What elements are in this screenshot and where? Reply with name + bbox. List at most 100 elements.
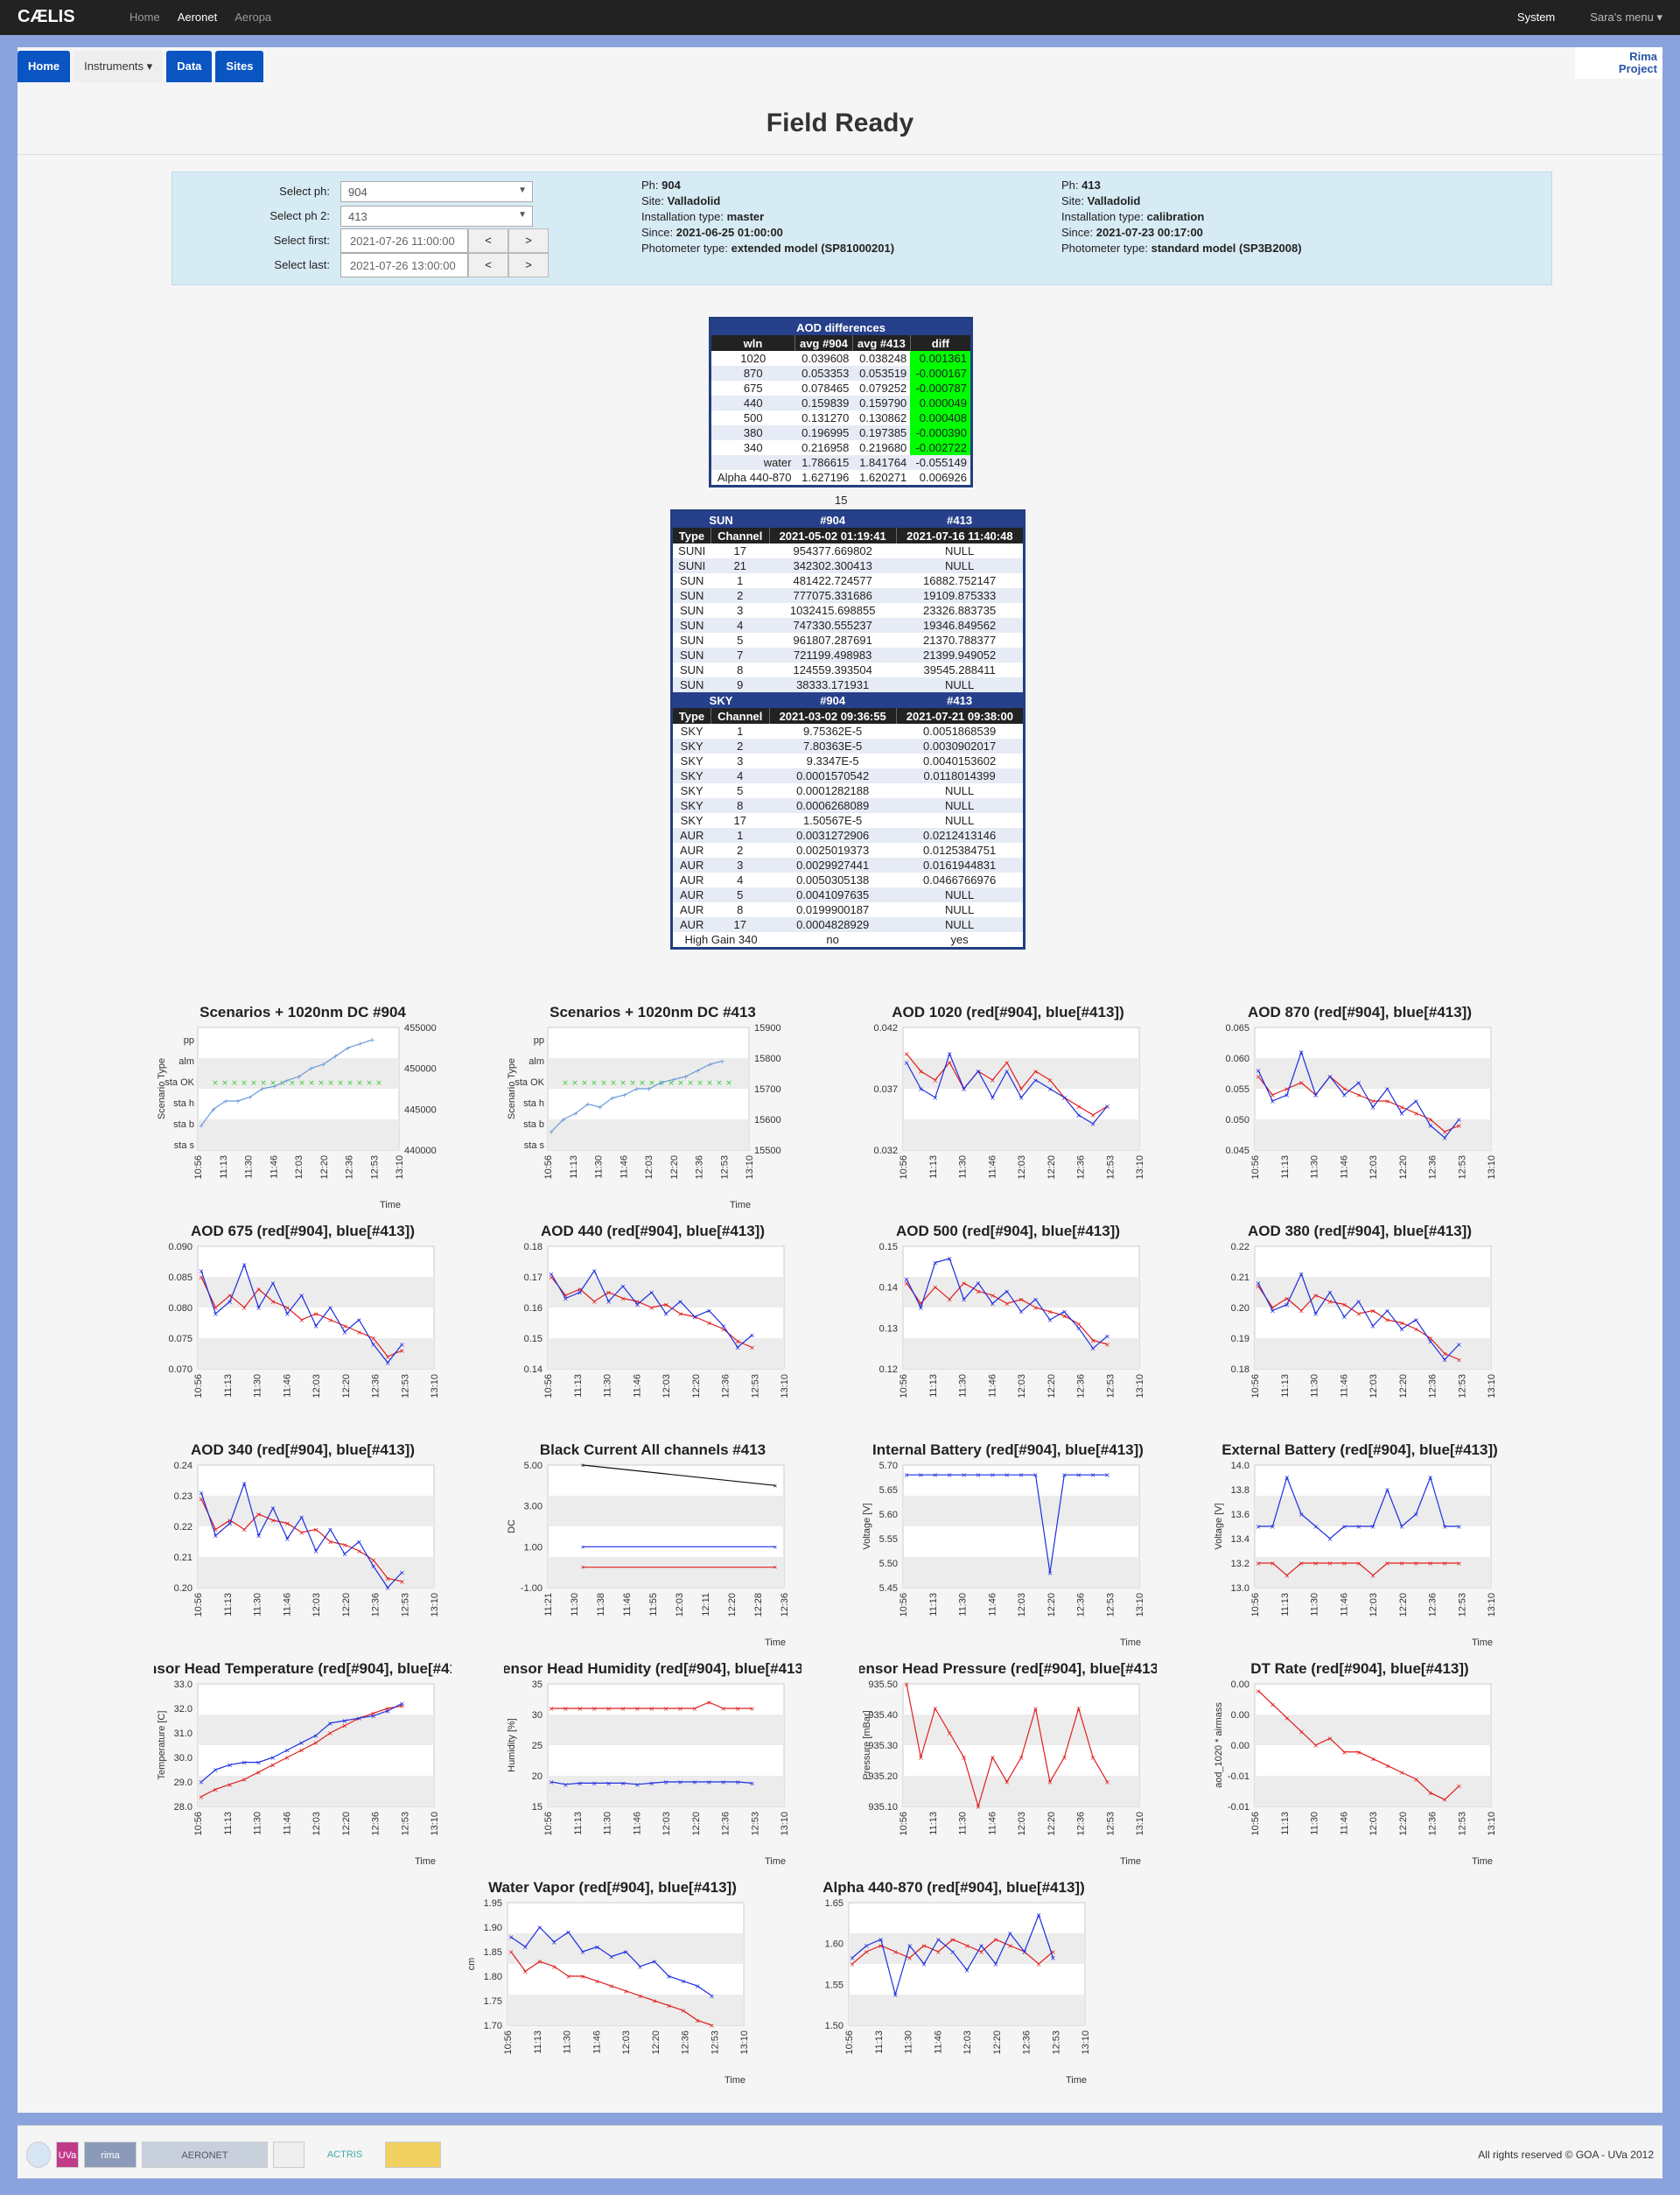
sky-cell: 0.0029927441 xyxy=(769,858,897,873)
blue-series-point: × xyxy=(677,1778,683,1786)
red-series-point: × xyxy=(563,1292,569,1300)
blue-series-point: × xyxy=(385,1708,391,1715)
select-last-input[interactable]: 2021-07-26 13:00:00 xyxy=(340,253,468,277)
actris-logo: ACTRIS xyxy=(326,2149,363,2160)
chart-svg: Black Current All channels #413 11:21 11:3… xyxy=(507,1441,790,1648)
red-series-point: × xyxy=(921,1942,928,1950)
sky-cell: SKY xyxy=(680,814,704,827)
chart-16: Water Vapor (red[#904], blue[#413]) 10:56… xyxy=(464,1876,761,2086)
blue-series-point: × xyxy=(749,1332,755,1340)
top-navbar: CÆLIS Home Aeronet Aeropa System Sara's … xyxy=(0,0,1680,35)
red-series-point: × xyxy=(592,1705,598,1713)
x-tick-label: 13:10 xyxy=(1487,1374,1497,1399)
plot-band xyxy=(198,1496,434,1526)
sky-cell: 0.0041097635 xyxy=(769,887,897,902)
tab-instruments[interactable]: Instruments ▾ xyxy=(74,51,164,82)
blue-series-point: × xyxy=(735,1344,741,1352)
last-prev-button[interactable]: < xyxy=(468,253,508,277)
x-tick-label: 12:20 xyxy=(1398,1593,1409,1617)
sky-cell: 9.75362E-5 xyxy=(803,725,863,738)
sky-cell: AUR xyxy=(679,873,704,887)
first-next-button[interactable]: > xyxy=(508,228,549,253)
nav-system[interactable]: System xyxy=(1516,11,1556,24)
red-series-point: × xyxy=(227,1517,233,1525)
blue-series-point: × xyxy=(563,1781,569,1789)
red-series-point: × xyxy=(1004,1059,1010,1067)
scenario-marker: × xyxy=(289,1079,296,1088)
blue-series-point: × xyxy=(976,1471,982,1479)
scenario-marker: × xyxy=(620,1079,626,1088)
sun-cell: NULL xyxy=(944,544,975,558)
ph2-info: Ph: 413 Site: Valladolid Installation ty… xyxy=(1061,178,1302,256)
red-series-point: × xyxy=(284,1520,290,1528)
aod-cell: -0.000390 xyxy=(910,425,972,440)
chart-13: Sensor Head Humidity (red[#904], blue[#4… xyxy=(504,1658,802,1868)
blue-series-point: × xyxy=(623,1948,629,1956)
chart-title: External Battery (red[#904], blue[#413]) xyxy=(1222,1441,1498,1458)
dc-point: + xyxy=(369,1036,375,1044)
red-series-point: × xyxy=(1007,1942,1013,1950)
scenario-marker: × xyxy=(639,1079,646,1088)
blue-series-line xyxy=(1257,1272,1460,1361)
blue-series-point: × xyxy=(1442,1134,1448,1142)
aod-cell: 1.627196 xyxy=(802,471,850,484)
sky-cell: AUR xyxy=(679,903,704,916)
ph2-since: 2021-07-23 00:17:00 xyxy=(1096,226,1203,239)
blue-series-point: × xyxy=(1413,1098,1419,1105)
nav-aeropa[interactable]: Aeropa xyxy=(234,11,272,24)
goa-logo xyxy=(26,2142,51,2168)
scenario-marker: × xyxy=(250,1079,257,1088)
x-tick-label: 11:30 xyxy=(603,1812,613,1835)
blue-series-point: × xyxy=(1399,1326,1405,1334)
chart-17: Alpha 440-870 (red[#904], blue[#413]) 10:… xyxy=(805,1876,1102,2086)
red-series-point: × xyxy=(680,2007,686,2015)
blue-series-point: × xyxy=(692,1314,698,1322)
blue-series-point: × xyxy=(213,1766,219,1774)
blue-series-point: × xyxy=(370,1341,376,1349)
dc-point: + xyxy=(248,1093,254,1101)
blue-series-point: × xyxy=(961,1085,967,1093)
select-ph-dropdown[interactable]: 904 ▼ xyxy=(340,181,533,202)
plot-band xyxy=(903,1119,1139,1150)
select-ph-value: 904 xyxy=(348,186,368,199)
sun-cell: 21 xyxy=(710,558,770,573)
red-series-point: × xyxy=(1284,1085,1290,1093)
y-tick-label: 935.30 xyxy=(868,1741,898,1751)
sun-cell: 9 xyxy=(710,677,770,692)
tab-home[interactable]: Home xyxy=(18,51,71,82)
chart-title: DT Rate (red[#904], blue[#413]) xyxy=(1250,1660,1468,1677)
nav-home[interactable]: Home xyxy=(130,11,160,24)
aod-cell: water xyxy=(710,455,795,470)
blue-series-point: × xyxy=(692,1778,698,1786)
blue-series-point: × xyxy=(549,1778,555,1786)
caelis-logo[interactable]: CÆLIS xyxy=(18,7,75,26)
tab-sites[interactable]: Sites xyxy=(215,51,264,82)
x-tick-label: 12:03 xyxy=(294,1155,304,1180)
select-first-input[interactable]: 2021-07-26 11:00:00 xyxy=(340,228,468,253)
chart-svg: DT Rate (red[#904], blue[#413]) 10:56 11:1… xyxy=(1214,1660,1497,1867)
select-ph2-dropdown[interactable]: 413 ▼ xyxy=(340,206,533,227)
y-tick-label: 0.00 xyxy=(1231,1741,1250,1751)
tab-data[interactable]: Data xyxy=(166,51,213,82)
nav-user-menu[interactable]: Sara's menu ▾ xyxy=(1590,11,1662,25)
blue-series-point: × xyxy=(580,1948,586,1956)
last-next-button[interactable]: > xyxy=(508,253,549,277)
dc-point: + xyxy=(284,1077,290,1085)
sky-row: AUR 8 0.0199900187 NULL xyxy=(672,902,1025,917)
first-prev-button[interactable]: < xyxy=(468,228,508,253)
red-series-point: × xyxy=(652,1997,658,2005)
red-series-point: × xyxy=(918,1068,924,1076)
x-tick-label: 10:56 xyxy=(543,1374,554,1399)
nav-aeronet[interactable]: Aeronet xyxy=(177,11,218,24)
sun-cell: SUN xyxy=(671,588,711,603)
blue-series-point: × xyxy=(213,1310,219,1318)
plot-band xyxy=(548,1557,784,1588)
x-tick-label: 11:13 xyxy=(928,1374,939,1398)
red-series-point: × xyxy=(1312,1560,1319,1567)
black-dc-point: × xyxy=(774,1482,778,1490)
chart-title: AOD 380 (red[#904], blue[#413]) xyxy=(1248,1223,1472,1239)
red-series-point: × xyxy=(1456,1783,1462,1791)
blue-series-point: × xyxy=(935,1936,942,1944)
y-tick-label: 30 xyxy=(532,1710,542,1721)
red-series-point: × xyxy=(256,1769,262,1777)
